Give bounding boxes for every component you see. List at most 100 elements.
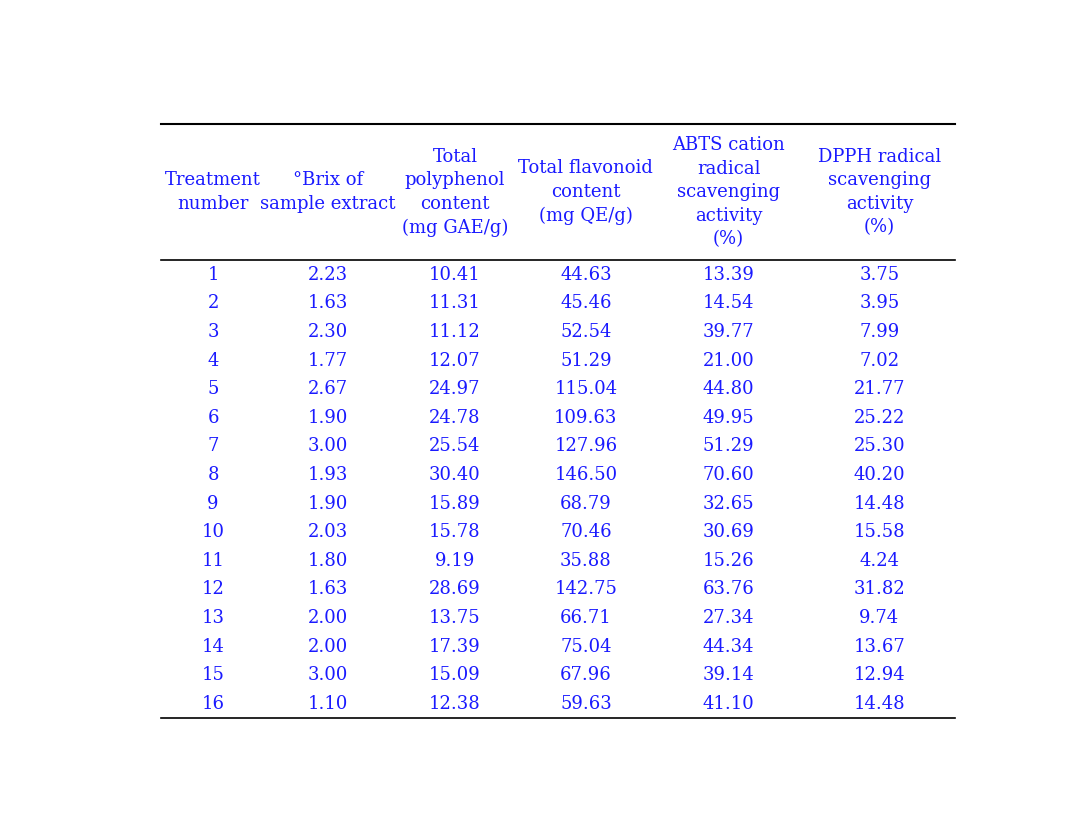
Text: 6: 6	[207, 409, 219, 427]
Text: 142.75: 142.75	[554, 580, 617, 599]
Text: 44.34: 44.34	[702, 638, 755, 655]
Text: 13.75: 13.75	[429, 609, 480, 627]
Text: 109.63: 109.63	[554, 409, 617, 427]
Text: 44.80: 44.80	[702, 380, 755, 398]
Text: Total
polyphenol
content
(mg GAE/g): Total polyphenol content (mg GAE/g)	[402, 148, 509, 236]
Text: 115.04: 115.04	[554, 380, 617, 398]
Text: 2.67: 2.67	[308, 380, 348, 398]
Text: 7.99: 7.99	[859, 323, 900, 341]
Text: 12: 12	[201, 580, 224, 599]
Text: 9.74: 9.74	[859, 609, 900, 627]
Text: 13: 13	[201, 609, 224, 627]
Text: °Brix of
sample extract: °Brix of sample extract	[260, 172, 395, 213]
Text: 67.96: 67.96	[560, 666, 612, 684]
Text: 4: 4	[207, 351, 219, 369]
Text: 12.07: 12.07	[429, 351, 480, 369]
Text: 146.50: 146.50	[554, 466, 617, 484]
Text: 75.04: 75.04	[560, 638, 612, 655]
Text: 39.14: 39.14	[702, 666, 755, 684]
Text: 1.80: 1.80	[308, 552, 348, 570]
Text: 10.41: 10.41	[429, 266, 481, 284]
Text: 1.93: 1.93	[308, 466, 348, 484]
Text: 30.40: 30.40	[429, 466, 481, 484]
Text: 14: 14	[201, 638, 224, 655]
Text: 2.30: 2.30	[308, 323, 348, 341]
Text: 17.39: 17.39	[429, 638, 481, 655]
Text: 52.54: 52.54	[560, 323, 612, 341]
Text: 7.02: 7.02	[859, 351, 900, 369]
Text: 40.20: 40.20	[854, 466, 905, 484]
Text: 4.24: 4.24	[859, 552, 900, 570]
Text: 2.23: 2.23	[308, 266, 348, 284]
Text: 7: 7	[207, 438, 219, 456]
Text: 51.29: 51.29	[702, 438, 755, 456]
Text: 9: 9	[207, 494, 219, 512]
Text: 12.94: 12.94	[854, 666, 905, 684]
Text: 2.03: 2.03	[308, 523, 348, 541]
Text: 1.90: 1.90	[308, 494, 348, 512]
Text: 1.63: 1.63	[308, 580, 348, 599]
Text: 3.75: 3.75	[859, 266, 900, 284]
Text: 14.48: 14.48	[854, 695, 905, 713]
Text: 39.77: 39.77	[702, 323, 755, 341]
Text: 2: 2	[207, 295, 219, 312]
Text: 15.58: 15.58	[854, 523, 905, 541]
Text: 1.90: 1.90	[308, 409, 348, 427]
Text: 15.09: 15.09	[429, 666, 481, 684]
Text: 63.76: 63.76	[702, 580, 755, 599]
Text: 25.22: 25.22	[854, 409, 905, 427]
Text: 70.60: 70.60	[702, 466, 755, 484]
Text: 14.54: 14.54	[702, 295, 755, 312]
Text: 27.34: 27.34	[702, 609, 755, 627]
Text: Treatment
number: Treatment number	[166, 172, 261, 213]
Text: 3.00: 3.00	[308, 666, 348, 684]
Text: 70.46: 70.46	[560, 523, 612, 541]
Text: 127.96: 127.96	[554, 438, 617, 456]
Text: 8: 8	[207, 466, 219, 484]
Text: ABTS cation
radical
scavenging
activity
(%): ABTS cation radical scavenging activity …	[672, 136, 785, 248]
Text: 3: 3	[207, 323, 219, 341]
Text: 11.31: 11.31	[429, 295, 481, 312]
Text: 25.54: 25.54	[429, 438, 480, 456]
Text: 3.00: 3.00	[308, 438, 348, 456]
Text: 21.00: 21.00	[702, 351, 755, 369]
Text: 10: 10	[201, 523, 224, 541]
Text: 1.77: 1.77	[308, 351, 348, 369]
Text: 16: 16	[201, 695, 224, 713]
Text: Total flavonoid
content
(mg QE/g): Total flavonoid content (mg QE/g)	[518, 159, 653, 225]
Text: 14.48: 14.48	[854, 494, 905, 512]
Text: 12.38: 12.38	[429, 695, 481, 713]
Text: 25.30: 25.30	[854, 438, 905, 456]
Text: 13.39: 13.39	[702, 266, 755, 284]
Text: 66.71: 66.71	[560, 609, 612, 627]
Text: 68.79: 68.79	[560, 494, 612, 512]
Text: 15.78: 15.78	[429, 523, 480, 541]
Text: 24.78: 24.78	[429, 409, 480, 427]
Text: 15.89: 15.89	[429, 494, 481, 512]
Text: 31.82: 31.82	[854, 580, 905, 599]
Text: 2.00: 2.00	[308, 638, 348, 655]
Text: 2.00: 2.00	[308, 609, 348, 627]
Text: 9.19: 9.19	[435, 552, 475, 570]
Text: 11: 11	[201, 552, 224, 570]
Text: 15.26: 15.26	[702, 552, 755, 570]
Text: 45.46: 45.46	[560, 295, 612, 312]
Text: 41.10: 41.10	[702, 695, 755, 713]
Text: 44.63: 44.63	[560, 266, 612, 284]
Text: 59.63: 59.63	[560, 695, 612, 713]
Text: DPPH radical
scavenging
activity
(%): DPPH radical scavenging activity (%)	[818, 148, 941, 236]
Text: 24.97: 24.97	[429, 380, 480, 398]
Text: 5: 5	[207, 380, 219, 398]
Text: 1.63: 1.63	[308, 295, 348, 312]
Text: 1.10: 1.10	[308, 695, 348, 713]
Text: 15: 15	[201, 666, 224, 684]
Text: 32.65: 32.65	[702, 494, 755, 512]
Text: 28.69: 28.69	[429, 580, 481, 599]
Text: 51.29: 51.29	[560, 351, 612, 369]
Text: 3.95: 3.95	[859, 295, 900, 312]
Text: 13.67: 13.67	[854, 638, 905, 655]
Text: 35.88: 35.88	[560, 552, 612, 570]
Text: 1: 1	[207, 266, 219, 284]
Text: 11.12: 11.12	[429, 323, 481, 341]
Text: 49.95: 49.95	[702, 409, 755, 427]
